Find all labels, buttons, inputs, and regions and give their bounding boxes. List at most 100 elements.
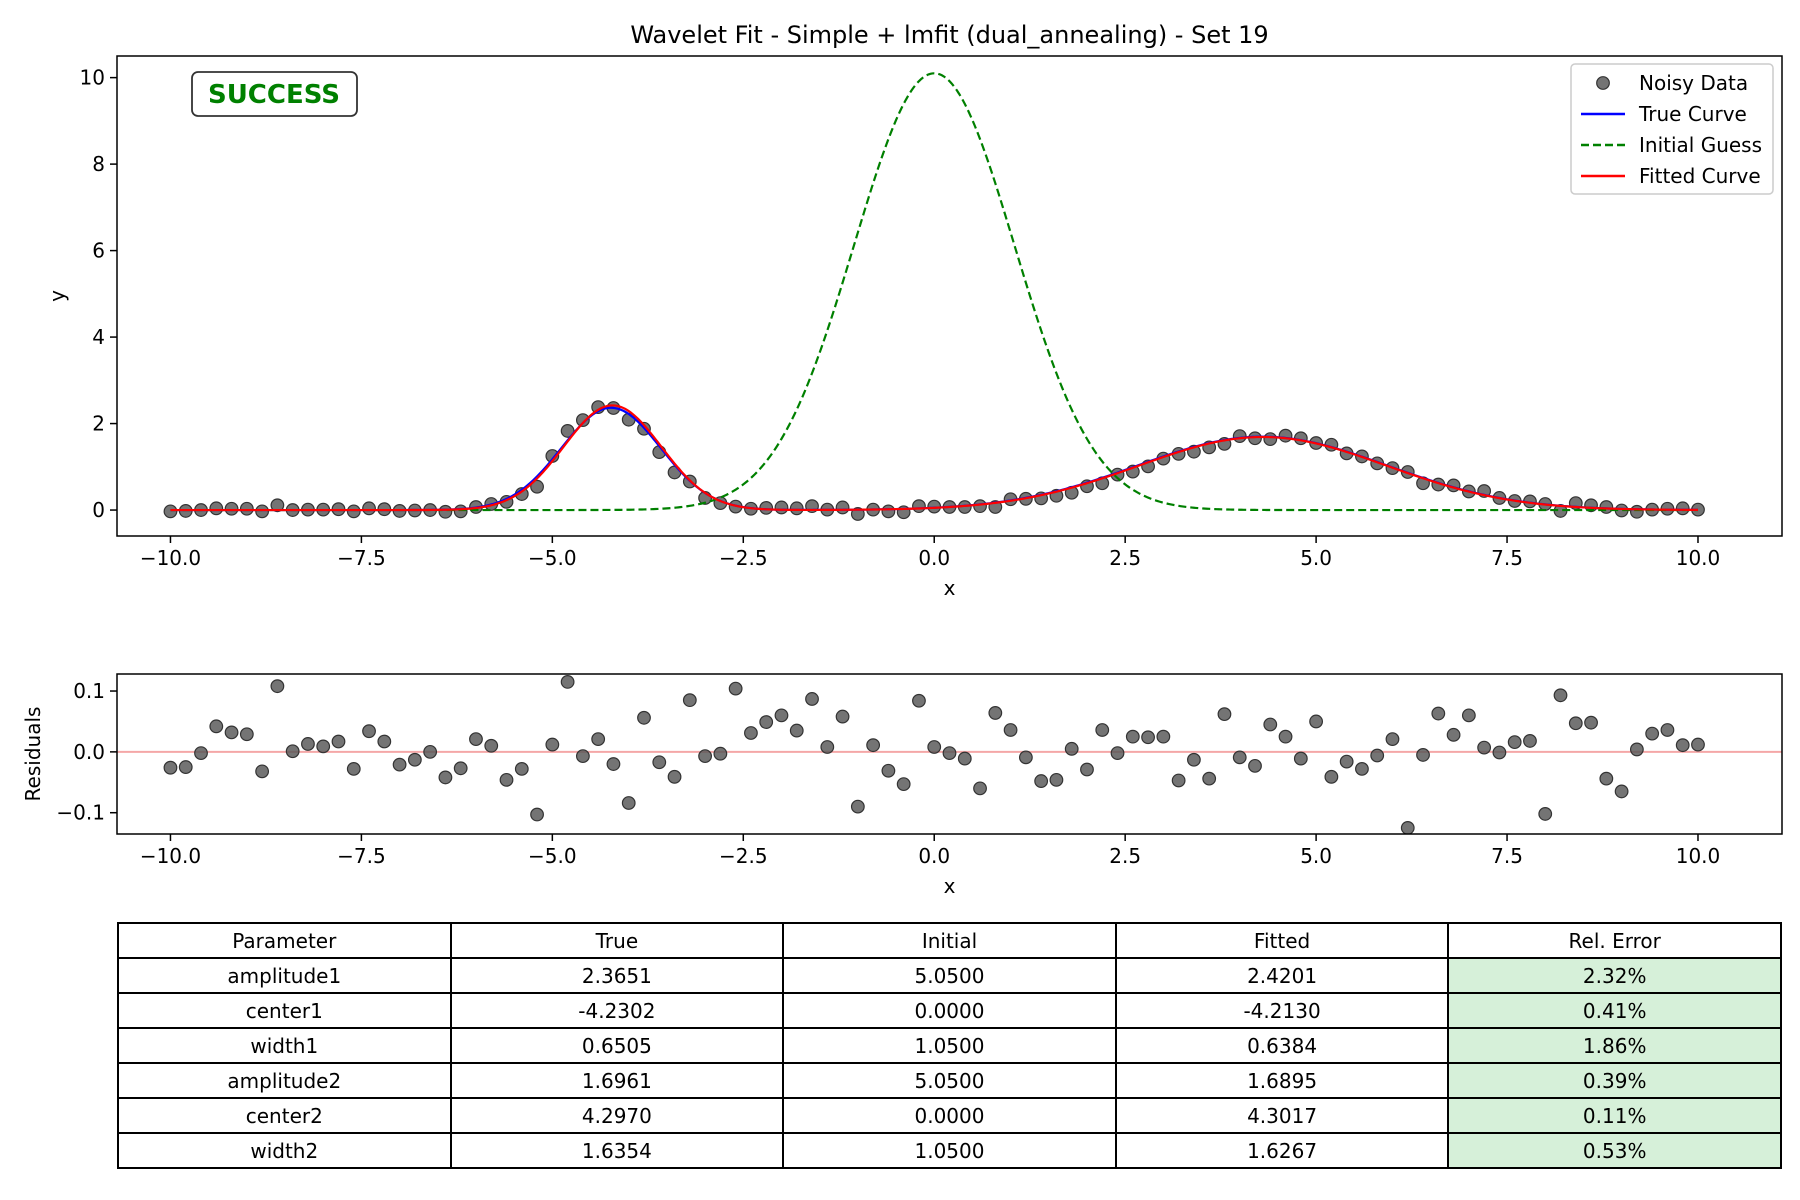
data-point: [789, 723, 804, 738]
data-point: [850, 799, 865, 814]
data-point: [270, 498, 285, 513]
data-point: [514, 762, 529, 776]
data-point: [774, 500, 789, 515]
y-tick-label: 2: [92, 412, 105, 436]
table-row: center1 -4.2302 0.0000 -4.2130 0.41%: [117, 992, 1782, 1029]
data-point: [805, 692, 819, 706]
data-point: [545, 737, 560, 752]
data-point: [1507, 735, 1522, 750]
data-point: [1584, 715, 1598, 730]
data-point: [1461, 708, 1476, 723]
data-point: [1660, 723, 1675, 737]
data-point: [789, 501, 804, 516]
data-point: [453, 761, 468, 776]
cell-rel-error: 0.11%: [1447, 1097, 1782, 1134]
data-point: [682, 693, 697, 708]
table-row: width2 1.6354 1.0500 1.6267 0.53%: [117, 1132, 1782, 1169]
data-point: [224, 725, 239, 740]
data-point: [1171, 773, 1186, 788]
cell-initial: 0.0000: [782, 1097, 1117, 1134]
data-point: [1232, 429, 1247, 444]
data-point: [881, 504, 896, 519]
cell-initial: 0.0000: [782, 992, 1117, 1029]
cell-fitted: -4.2130: [1114, 992, 1450, 1029]
y-tick-label: 6: [92, 239, 105, 263]
data-point: [1675, 738, 1690, 753]
cell-fitted: 1.6267: [1114, 1132, 1450, 1169]
data-point: [1645, 726, 1660, 741]
data-point: [407, 752, 422, 767]
data-point: [1217, 707, 1232, 722]
data-point: [988, 706, 1003, 720]
data-point: [1629, 504, 1644, 519]
data-point: [667, 769, 682, 784]
data-point: [896, 777, 911, 792]
header-parameter: Parameter: [117, 922, 452, 959]
y-tick-label: −0.1: [56, 801, 105, 825]
data-point: [1416, 748, 1430, 762]
cell-initial: 5.0500: [782, 957, 1117, 994]
cell-initial: 5.0500: [782, 1062, 1117, 1099]
chart-title: Wavelet Fit - Simple + lmfit (dual_annea…: [630, 21, 1268, 49]
legend-marker-noisy-data: [1596, 76, 1610, 90]
data-point: [973, 499, 987, 514]
data-point: [1400, 821, 1415, 834]
data-point: [560, 424, 575, 438]
data-point: [392, 757, 407, 772]
data-point: [820, 740, 835, 754]
data-point: [346, 504, 361, 519]
data-point: [1309, 714, 1324, 729]
data-point: [377, 734, 392, 749]
plot-frame: [116, 673, 1783, 835]
y-tick-label: 4: [92, 325, 105, 349]
data-point: [1293, 751, 1308, 766]
series-residual-points: [163, 675, 1705, 834]
x-tick-label: 0.0: [918, 844, 950, 868]
data-point: [362, 501, 376, 516]
data-point: [1156, 729, 1171, 744]
cell-true: 4.2970: [449, 1097, 785, 1134]
data-point: [239, 501, 254, 516]
x-tick-label: 7.5: [1491, 546, 1523, 570]
y-axis-label: y: [45, 290, 69, 302]
cell-parameter: amplitude1: [117, 957, 452, 994]
series-noisy-data-points: [163, 400, 1705, 521]
status-badge-box: [191, 71, 358, 117]
plot-frame: [116, 55, 1783, 537]
x-axis-label: x: [944, 874, 956, 898]
data-point: [178, 760, 193, 774]
cell-rel-error: 1.86%: [1447, 1027, 1782, 1064]
data-point: [1370, 748, 1385, 763]
data-point: [255, 764, 270, 779]
data-point: [1523, 734, 1537, 748]
data-point: [621, 796, 636, 810]
x-axis-label: x: [944, 576, 956, 600]
legend-label-noisy-data: Noisy Data: [1639, 71, 1748, 95]
data-point: [1263, 717, 1278, 732]
x-tick-label: 10.0: [1676, 844, 1721, 868]
data-point: [255, 504, 270, 519]
data-point: [835, 709, 850, 724]
data-point: [301, 737, 315, 751]
data-point: [1018, 750, 1033, 765]
data-point: [270, 679, 285, 694]
x-tick-label: 0.0: [918, 546, 950, 570]
plot-content: [117, 675, 1782, 834]
x-tick-label: −2.5: [719, 546, 768, 570]
y-tick-label: 0.0: [73, 740, 105, 764]
data-point: [224, 501, 239, 516]
residuals-plot: −10.0 −7.5 −5.0 −2.5 0.0 2.5 5.0 7.5 10.0 −0.1 0.0…: [21, 673, 1783, 898]
data-point: [728, 681, 743, 696]
x-tick-label: −10.0: [140, 546, 201, 570]
data-point: [1553, 688, 1568, 703]
data-point: [1064, 741, 1079, 756]
data-point: [973, 781, 987, 796]
cell-true: -4.2302: [449, 992, 785, 1029]
data-point: [759, 500, 774, 515]
header-true: True: [449, 922, 785, 959]
data-point: [1034, 774, 1049, 788]
parameter-table: Parameter True Initial Fitted Rel. Error…: [117, 922, 1782, 1169]
cell-fitted: 1.6895: [1114, 1062, 1450, 1099]
data-point: [1385, 732, 1400, 746]
data-point: [285, 744, 300, 759]
